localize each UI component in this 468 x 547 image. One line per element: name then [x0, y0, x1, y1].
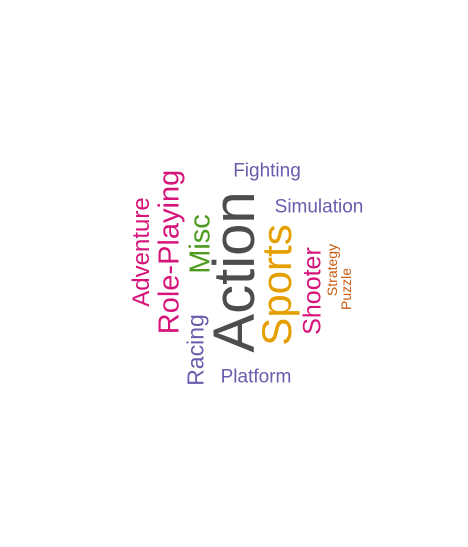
word-strategy: Strategy	[324, 243, 340, 297]
word-adventure: Adventure	[128, 197, 155, 307]
word-racing: Racing	[182, 314, 209, 386]
word-platform: Platform	[220, 366, 292, 388]
word-misc: Misc	[184, 214, 217, 274]
word-shooter: Shooter	[298, 247, 327, 335]
word-puzzle: Puzzle	[338, 267, 354, 311]
word-sports: Sports	[253, 224, 300, 346]
word-simulation: Simulation	[274, 196, 364, 218]
word-role-playing: Role-Playing	[153, 169, 186, 335]
word-fighting: Fighting	[233, 160, 301, 182]
